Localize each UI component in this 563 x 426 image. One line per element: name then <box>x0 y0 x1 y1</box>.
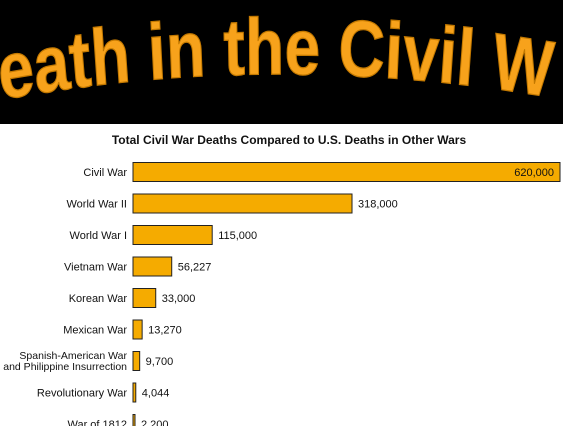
bar <box>132 288 157 308</box>
category-label: World War II <box>66 199 127 211</box>
banner-graphic: Death in the Civil War <box>0 0 558 118</box>
value-label: 56,227 <box>178 262 212 274</box>
category-label: Vietnam War <box>64 262 127 274</box>
category-label: Mexican War <box>63 325 127 337</box>
category-label: Revolutionary War <box>37 388 127 400</box>
category-label: War of 1812 <box>67 419 127 426</box>
bar <box>132 225 213 245</box>
banner-title: Death in the Civil War <box>0 0 558 117</box>
bar <box>132 162 561 182</box>
bar <box>132 319 143 340</box>
value-label: 115,000 <box>218 230 257 242</box>
category-label: Civil War <box>83 167 127 179</box>
category-label: World War I <box>70 230 127 242</box>
bar <box>132 256 173 277</box>
value-label: 9,700 <box>146 356 174 368</box>
bar <box>132 414 136 426</box>
bar <box>132 382 137 403</box>
banner-title-path: Death in the Civil War <box>0 0 558 118</box>
title-banner: Death in the Civil War <box>0 0 563 124</box>
value-label: 318,000 <box>358 199 398 211</box>
value-label: 13,270 <box>148 325 182 337</box>
bars-layer: Civil War 620,000 World War II 318,000 World… <box>3 162 561 426</box>
bar <box>132 193 353 214</box>
category-label: Korean War <box>69 293 128 305</box>
bar <box>132 351 141 371</box>
bar-chart: Total Civil War Deaths Compared to U.S. … <box>0 124 563 426</box>
chart-svg: Total Civil War Deaths Compared to U.S. … <box>3 133 561 426</box>
value-label: 620,000 <box>514 167 554 179</box>
value-label: 2,200 <box>141 419 169 426</box>
category-label: Spanish-American War and Philippine Insur… <box>3 350 127 373</box>
value-label: 4,044 <box>142 388 170 400</box>
value-label: 33,000 <box>162 293 196 305</box>
chart-title: Total Civil War Deaths Compared to U.S. … <box>112 133 467 147</box>
